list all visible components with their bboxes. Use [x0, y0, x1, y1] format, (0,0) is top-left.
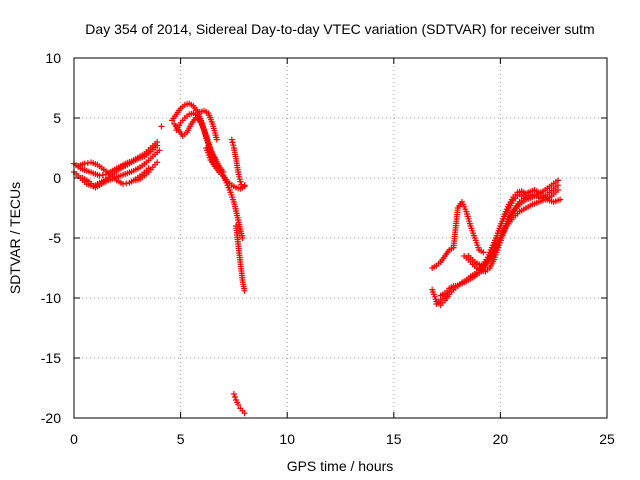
data-point: [241, 287, 248, 294]
data-point: [241, 182, 248, 189]
series-track-n: [158, 123, 165, 130]
y-tick-label: -15: [41, 350, 61, 366]
grid-lines: [74, 58, 607, 418]
data-point: [154, 142, 161, 149]
x-axis-tick-labels: 0 5 10 15 20 25: [70, 431, 615, 447]
y-axis-label: SDTVAR / TECUs: [7, 182, 23, 294]
data-points: [71, 100, 564, 417]
axis-ticks: [73, 57, 608, 419]
series-track-u: [488, 189, 525, 251]
data-point: [158, 123, 165, 130]
x-tick-label: 0: [70, 431, 78, 447]
x-tick-label: 25: [599, 431, 615, 447]
series-track-i: [196, 107, 220, 143]
y-tick-label: 0: [53, 170, 61, 186]
x-tick-label: 20: [493, 431, 509, 447]
data-point: [230, 142, 237, 149]
series-track-v: [437, 283, 457, 299]
series-track-t: [518, 187, 564, 205]
series-track-e: [132, 159, 161, 184]
series-track-l: [233, 223, 248, 294]
data-point: [228, 136, 235, 143]
data-point: [229, 139, 236, 146]
data-point: [557, 196, 564, 203]
x-tick-label: 10: [279, 431, 295, 447]
x-tick-label: 5: [177, 431, 185, 447]
data-point: [231, 394, 238, 400]
x-axis-label: GPS time / hours: [287, 458, 394, 474]
series-track-d: [79, 147, 163, 191]
series-track-m: [230, 391, 248, 417]
y-tick-label: -20: [41, 410, 61, 426]
series-track-r: [465, 177, 561, 269]
series-track-o: [429, 199, 487, 271]
data-point: [230, 391, 237, 397]
data-point: [450, 283, 457, 289]
data-point: [156, 147, 163, 154]
data-point: [239, 235, 246, 241]
data-point: [235, 401, 242, 408]
y-tick-label: -10: [41, 290, 61, 306]
y-tick-label: 5: [53, 110, 61, 126]
series-track-k: [228, 136, 248, 191]
y-tick-label: -5: [49, 230, 62, 246]
data-point: [554, 182, 561, 189]
data-point: [518, 189, 525, 196]
data-point: [241, 410, 248, 417]
x-tick-label: 15: [386, 431, 402, 447]
data-point: [237, 178, 244, 185]
plot-frame: [73, 57, 608, 419]
chart-title: Day 354 of 2014, Sidereal Day-to-day VTE…: [85, 21, 594, 37]
y-tick-label: 10: [45, 50, 61, 66]
data-point: [154, 159, 161, 166]
data-point: [480, 249, 487, 256]
y-axis-tick-labels: -20 -15 -10 -5 0 5 10: [41, 50, 61, 426]
data-point: [213, 136, 220, 143]
